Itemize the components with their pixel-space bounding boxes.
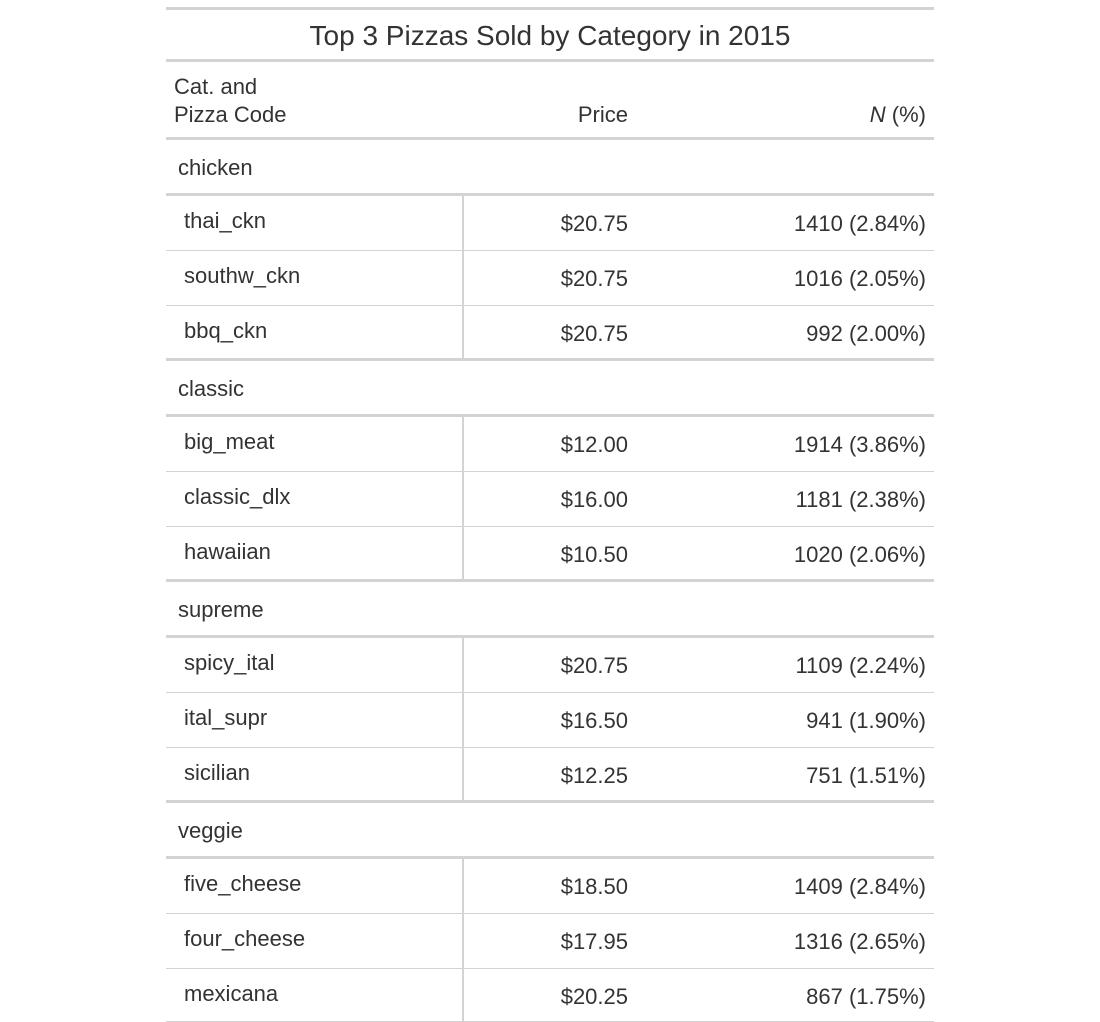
price-column-header: Price [577, 102, 628, 127]
price-cell: $20.75 [560, 211, 628, 236]
count-cell: 867 (1.75%) [806, 984, 926, 1009]
pizza-code-cell: spicy_ital [166, 638, 464, 692]
pizza-code-cell: southw_ckn [166, 251, 464, 305]
table-row: hawaiian $10.50 1020 (2.06%) [166, 527, 934, 582]
table-row: ital_supr $16.50 941 (1.90%) [166, 693, 934, 748]
table-row: sicilian $12.25 751 (1.51%) [166, 748, 934, 803]
table-row: four_cheese $17.95 1316 (2.65%) [166, 914, 934, 969]
count-cell: 1409 (2.84%) [793, 874, 926, 899]
pizza-code-cell: bbq_ckn [166, 306, 464, 358]
stub-header-line1: Cat. and [174, 74, 258, 99]
table-row: big_meat $12.00 1914 (3.86%) [166, 417, 934, 472]
table-row: bbq_ckn $20.75 992 (2.00%) [166, 306, 934, 361]
price-cell: $20.75 [560, 653, 628, 678]
count-cell: 751 (1.51%) [806, 763, 926, 788]
count-cell: 1016 (2.05%) [793, 266, 926, 291]
price-cell: $20.75 [560, 266, 628, 291]
count-cell: 1181 (2.38%) [795, 487, 926, 512]
table-row: spicy_ital $20.75 1109 (2.24%) [166, 638, 934, 693]
stub-column-header: Cat. and Pizza Code [174, 73, 287, 129]
pizza-code-cell: big_meat [166, 417, 464, 471]
pizza-code-cell: four_cheese [166, 914, 464, 968]
group-row-classic: classic [166, 361, 934, 417]
count-cell: 1109 (2.24%) [795, 653, 926, 678]
pizza-code-cell: hawaiian [166, 527, 464, 579]
table-row: mexicana $20.25 867 (1.75%) [166, 969, 934, 1022]
count-cell: 1410 (2.84%) [793, 211, 926, 236]
price-cell: $20.75 [560, 321, 628, 346]
pizza-code-cell: ital_supr [166, 693, 464, 747]
price-cell: $12.25 [560, 763, 628, 788]
price-cell: $10.50 [560, 542, 628, 567]
table-row: classic_dlx $16.00 1181 (2.38%) [166, 472, 934, 527]
table-row: thai_ckn $20.75 1410 (2.84%) [166, 196, 934, 251]
stub-header-line2: Pizza Code [174, 102, 287, 127]
pizza-code-cell: mexicana [166, 969, 464, 1021]
n-header-suffix: (%) [885, 102, 926, 127]
table-row: southw_ckn $20.75 1016 (2.05%) [166, 251, 934, 306]
column-header-row: Cat. and Pizza Code Price N (%) [166, 62, 934, 140]
count-cell: 1020 (2.06%) [793, 542, 926, 567]
group-row-supreme: supreme [166, 582, 934, 638]
group-row-veggie: veggie [166, 803, 934, 859]
pizza-code-cell: thai_ckn [166, 196, 464, 250]
price-cell: $16.50 [560, 708, 628, 733]
count-cell: 992 (2.00%) [806, 321, 926, 346]
price-cell: $12.00 [560, 432, 628, 457]
pizza-code-cell: sicilian [166, 748, 464, 800]
group-row-chicken: chicken [166, 140, 934, 196]
count-cell: 941 (1.90%) [806, 708, 926, 733]
count-cell: 1914 (3.86%) [793, 432, 926, 457]
count-cell: 1316 (2.65%) [793, 929, 926, 954]
n-header-italic: N [869, 102, 886, 127]
pizza-sales-table: Top 3 Pizzas Sold by Category in 2015 Ca… [166, 7, 934, 1022]
pizza-code-cell: five_cheese [166, 859, 464, 913]
pizza-code-cell: classic_dlx [166, 472, 464, 526]
price-cell: $18.50 [560, 874, 628, 899]
table-title: Top 3 Pizzas Sold by Category in 2015 [166, 10, 934, 62]
table-row: five_cheese $18.50 1409 (2.84%) [166, 859, 934, 914]
price-cell: $17.95 [560, 929, 628, 954]
price-cell: $20.25 [560, 984, 628, 1009]
price-cell: $16.00 [560, 487, 628, 512]
n-column-header: N (%) [870, 101, 926, 129]
